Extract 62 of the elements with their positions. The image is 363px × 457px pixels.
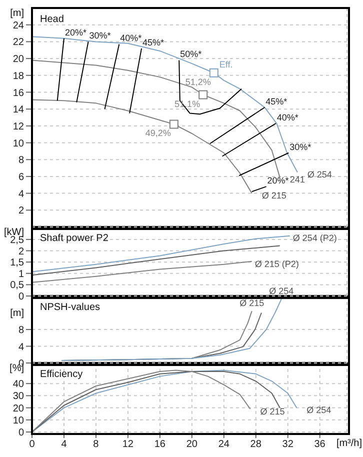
y-tick-label: 24: [12, 20, 24, 32]
x-tick-label: 16: [154, 439, 166, 450]
series-label: Ø 254 (P2): [292, 233, 337, 244]
y-tick-label: 8: [18, 155, 24, 166]
annotation: 40%*: [120, 33, 142, 44]
annotation: 20%*: [64, 27, 87, 38]
y-tick-label: 18: [12, 70, 24, 82]
y-tick-label: 14: [12, 104, 24, 116]
y-axis-title: [m]: [9, 308, 24, 319]
annotation: 30%*: [290, 142, 312, 152]
x-tick-label: 8: [93, 439, 100, 450]
series-label: Ø 254: [307, 170, 332, 180]
y-tick-label: 4: [18, 342, 24, 353]
text: NPSH-values: [40, 302, 100, 313]
text: Efficiency: [40, 369, 83, 380]
series-label: Ø 254: [269, 286, 294, 296]
y-tick-label: 0: [18, 428, 24, 439]
annotation: 20%*: [267, 176, 290, 186]
y-tick-label: 6: [18, 172, 24, 184]
y-tick-label: 40: [12, 379, 24, 390]
y-tick-label: 2: [18, 206, 24, 217]
annotation: 30%*: [89, 30, 112, 41]
y-tick-label: 10: [12, 415, 24, 426]
series-label: Ø 254: [306, 405, 332, 416]
series-label: Ø 215: [260, 406, 285, 416]
annotation: 45%*: [142, 37, 165, 48]
x-tick-label: 0: [29, 439, 36, 450]
y-tick-label: 30: [12, 391, 24, 402]
y-axis-title: [m]: [9, 8, 24, 19]
x-tick-label: 32: [282, 439, 294, 450]
y-tick-label: 1: [18, 268, 24, 280]
series-label: Ø 215: [262, 190, 286, 201]
series-label: Ø 215: [240, 298, 264, 308]
annotation: 40%*: [276, 112, 299, 122]
x-tick-label: 12: [122, 439, 134, 450]
x-tick-label: 28: [250, 439, 262, 450]
y-tick-label: 22: [12, 37, 24, 48]
y-tick-label: 12: [12, 121, 24, 132]
text: Head: [40, 14, 64, 25]
y-tick-label: 4: [18, 188, 24, 200]
annotation: 51,2%: [185, 76, 211, 87]
annotation: 45%*: [266, 96, 288, 106]
x-tick-label: 36: [314, 439, 326, 450]
x-tick-label: 4: [61, 439, 68, 450]
y-tick-label: 10: [12, 138, 24, 150]
series-label: Ø 215 (P2): [254, 258, 299, 269]
y-tick-label: 1,5: [10, 258, 24, 269]
annotation: 50%*: [180, 49, 202, 60]
y-tick-label: 20: [12, 403, 24, 414]
series-label: 241: [290, 174, 305, 185]
annotation: 49,2%: [145, 128, 171, 138]
y-tick-label: 8: [18, 325, 24, 336]
y-tick-label: 2: [18, 246, 24, 258]
text: Shaft power P2: [40, 233, 108, 244]
series-label: Eff.: [219, 59, 233, 70]
x-tick-label: 24: [218, 439, 230, 450]
y-tick-label: 16: [12, 88, 24, 99]
y-tick-label: 0,5: [10, 280, 24, 292]
x-axis-title: [m³/h]: [336, 438, 362, 449]
x-tick-label: 20: [186, 439, 198, 450]
y-tick-label: 20: [12, 54, 24, 66]
y-tick-label: 0: [18, 292, 24, 303]
